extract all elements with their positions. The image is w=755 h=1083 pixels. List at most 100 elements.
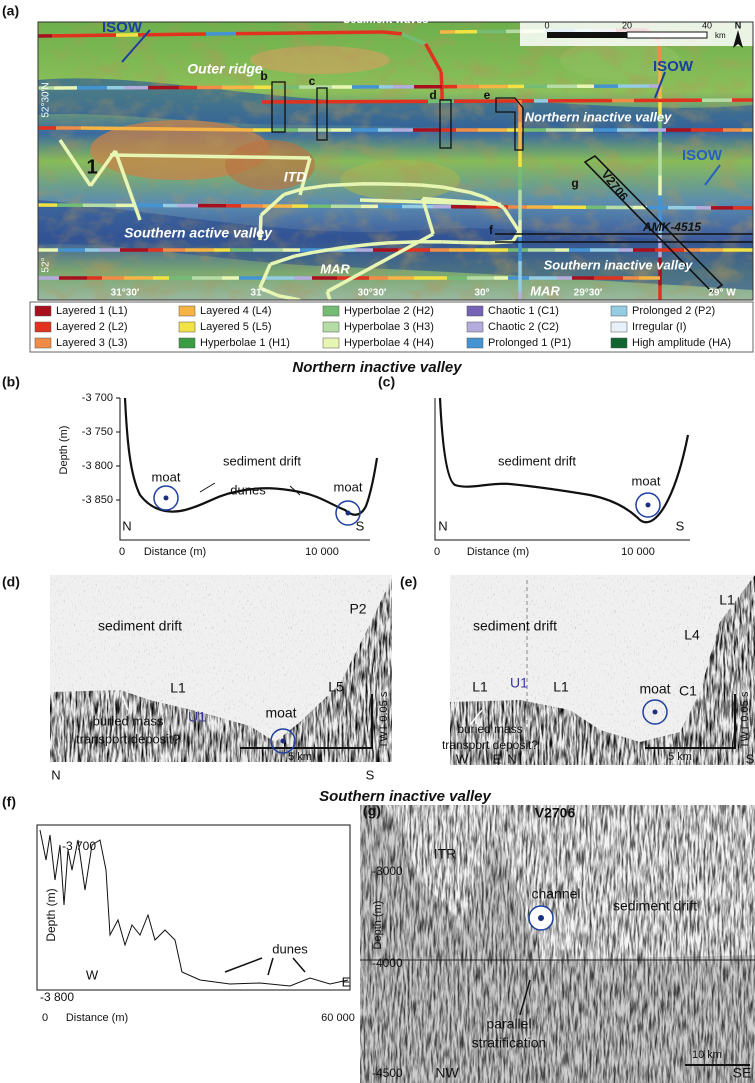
track-segment — [370, 243, 388, 244]
seismic-image — [360, 805, 755, 1083]
y-tick-label: -3 700 — [62, 839, 96, 853]
longitude: 30° — [474, 288, 489, 299]
legend-swatch — [179, 306, 195, 316]
annotation: moat — [334, 479, 363, 494]
scale-unit: km — [715, 31, 726, 40]
y-tick-label: -3 750 — [82, 426, 113, 438]
scale-label: 5 km — [668, 751, 692, 763]
annotation: P2 — [349, 601, 366, 617]
north-label: N — [735, 20, 742, 30]
panel-tag: (b) — [2, 374, 20, 390]
scale-label: 40 — [702, 20, 712, 30]
legend-swatch — [467, 322, 483, 332]
latitude: 52° — [41, 257, 52, 272]
legend-swatch — [611, 306, 627, 316]
profile-id: b — [260, 69, 267, 83]
track-segment — [441, 72, 442, 92]
track-segment — [422, 185, 443, 187]
legend-swatch — [467, 338, 483, 348]
scale-label: 10 km — [692, 1049, 722, 1061]
scale-bar — [627, 32, 707, 38]
axis-title: Distance (m) — [66, 1012, 128, 1024]
legend-swatch — [35, 338, 51, 348]
legend-swatch — [179, 338, 195, 348]
direction: S — [676, 518, 685, 533]
axis-title: Distance (m) — [467, 546, 529, 558]
map-label: ISOW — [682, 147, 723, 164]
longitude: 29°30′ — [574, 288, 603, 299]
direction: N — [438, 518, 447, 533]
map-label: Sediment waves — [343, 14, 429, 26]
annotation: L1 — [719, 592, 735, 608]
moat-dot — [281, 739, 286, 744]
annotation: channel — [531, 886, 580, 902]
map-label: ISOW — [653, 58, 694, 75]
y-tick-label: -3 800 — [82, 460, 113, 472]
panel-tag: (d) — [2, 574, 20, 590]
annotation: L1 — [553, 679, 569, 695]
track-segment — [328, 184, 361, 186]
annotation: L5 — [328, 679, 344, 695]
legend-label: Prolonged 2 (P2) — [632, 305, 715, 317]
axis-title: Depth (m) — [58, 426, 70, 475]
profile-id: g — [571, 176, 578, 190]
latitude: 52°30′N — [41, 82, 52, 117]
annotation: moat — [639, 681, 670, 697]
moat-dot — [164, 496, 169, 501]
panel-tag: (a) — [2, 3, 19, 19]
axis — [435, 398, 690, 540]
direction: W — [456, 751, 469, 766]
map-label: ISOW — [102, 19, 143, 36]
profile-id: e — [484, 88, 491, 102]
annotation: L1 — [472, 679, 488, 695]
annotation: moat — [265, 705, 296, 721]
legend-label: Hyperbolae 3 (H3) — [344, 321, 434, 333]
direction: W — [86, 967, 99, 982]
moat-dot — [653, 710, 658, 715]
section-title: Southern inactive valley — [319, 788, 491, 805]
longitude: 31°30′ — [111, 288, 140, 299]
annotation: dunes — [230, 482, 266, 497]
legend-label: Layered 5 (L5) — [200, 321, 272, 333]
scale-label: 20 — [622, 20, 632, 30]
direction: NW — [435, 1065, 459, 1081]
axis-title: Depth (m) — [44, 888, 58, 941]
legend-swatch — [323, 338, 339, 348]
scale-label: TWT 0.05 s — [378, 691, 390, 748]
legend-label: Chaotic 2 (C2) — [488, 321, 559, 333]
longitude: 30°30′ — [358, 288, 387, 299]
panel-tag: (c) — [378, 374, 395, 390]
direction: S — [366, 767, 375, 782]
moat-dot — [646, 503, 651, 508]
annotation: buried mass — [457, 722, 522, 736]
y-tick-label: -3 700 — [82, 392, 113, 404]
legend-swatch — [611, 338, 627, 348]
y-tick-label: -4000 — [372, 956, 403, 970]
pointer — [225, 958, 305, 975]
track-segment — [408, 185, 422, 186]
annotation: sediment drift — [473, 618, 557, 634]
legend-label: High amplitude (HA) — [632, 337, 731, 349]
annotation: C1 — [679, 683, 697, 699]
x-tick-label: 10 000 — [305, 546, 339, 558]
scale-label: 0 — [544, 20, 549, 30]
y-tick-label: -3 850 — [82, 494, 113, 506]
direction: E — [342, 974, 351, 989]
depth-profile — [40, 830, 348, 986]
annotation: stratification — [472, 1035, 547, 1051]
map-label: MAR — [530, 283, 560, 298]
legend-swatch — [179, 322, 195, 332]
legend-label: Layered 3 (L3) — [56, 337, 128, 349]
annotation: sediment drift — [613, 898, 697, 914]
map-label: Southern active valley — [124, 225, 273, 241]
map-label: Southern inactive valley — [544, 257, 694, 272]
direction: N — [507, 751, 516, 766]
profile-title: V2706 — [535, 805, 576, 821]
annotation: moat — [152, 469, 181, 484]
map-label: Northern inactive valley — [525, 109, 672, 124]
annotation: ITR — [434, 846, 457, 862]
legend-swatch — [611, 322, 627, 332]
axis-title: Distance (m) — [144, 546, 206, 558]
annotation: transport deposit? — [76, 731, 180, 746]
legend-label: Chaotic 1 (C1) — [488, 305, 559, 317]
